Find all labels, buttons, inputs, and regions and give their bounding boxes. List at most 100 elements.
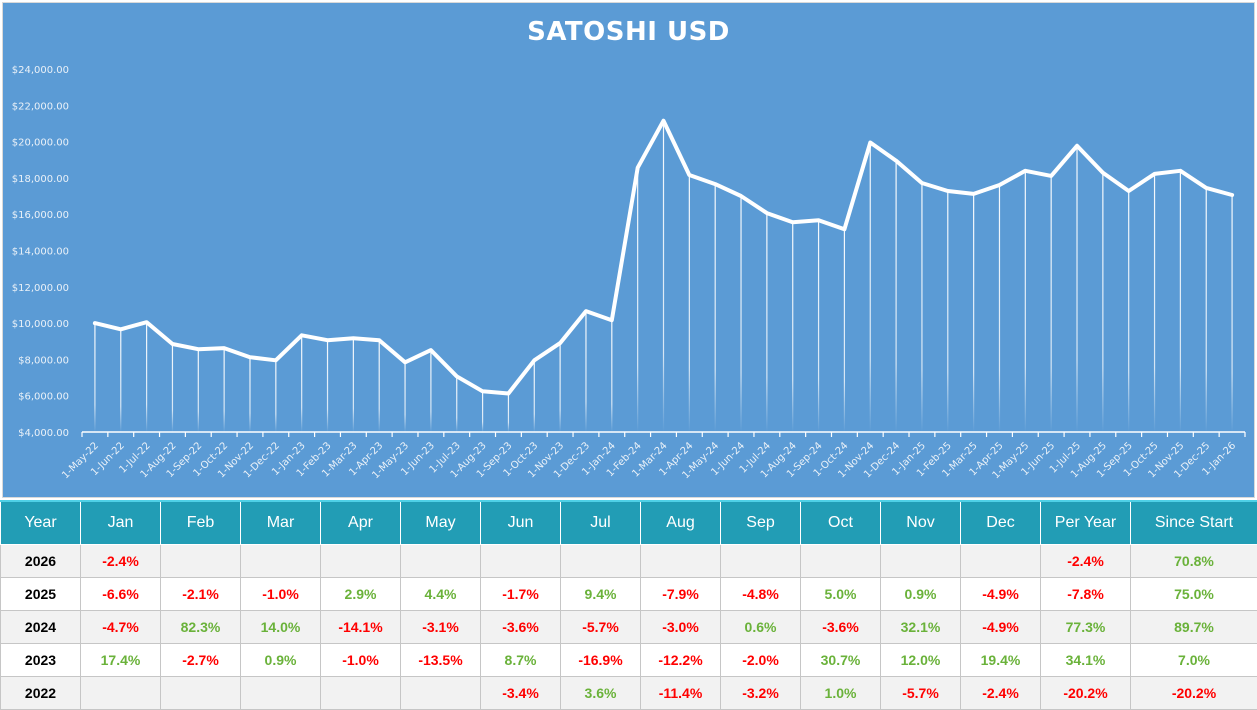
return-cell: -3.0%	[641, 611, 721, 644]
return-cell: 2.9%	[321, 578, 401, 611]
drop-line	[1051, 176, 1052, 432]
y-tick-label: $24,000.00	[12, 65, 69, 76]
drop-line	[1154, 174, 1155, 432]
column-header-aug: Aug	[641, 501, 721, 545]
return-cell: 34.1%	[1041, 644, 1131, 677]
column-header-may: May	[401, 501, 481, 545]
y-tick-label: $22,000.00	[12, 101, 69, 112]
return-cell: -5.7%	[881, 677, 961, 710]
y-tick-label: $8,000.00	[18, 355, 69, 366]
return-cell	[321, 677, 401, 710]
drop-line	[792, 222, 793, 432]
return-cell: -2.4%	[961, 677, 1041, 710]
drop-line	[301, 335, 302, 432]
return-cell: -7.9%	[641, 578, 721, 611]
drop-line	[1180, 171, 1181, 432]
y-tick-label: $16,000.00	[12, 210, 69, 221]
drop-line	[327, 340, 328, 432]
return-cell: -2.4%	[1041, 545, 1131, 578]
return-cell: -6.6%	[81, 578, 161, 611]
y-tick-label: $10,000.00	[12, 319, 69, 330]
return-cell: -20.2%	[1041, 677, 1131, 710]
year-cell: 2022	[1, 677, 81, 710]
return-cell: 0.6%	[721, 611, 801, 644]
return-cell: 70.8%	[1131, 545, 1257, 578]
return-cell	[241, 545, 321, 578]
drop-line	[560, 343, 561, 432]
return-cell: -4.9%	[961, 578, 1041, 611]
return-cell: 8.7%	[481, 644, 561, 677]
return-cell	[561, 545, 641, 578]
year-cell: 2023	[1, 644, 81, 677]
drop-line	[249, 357, 250, 432]
return-cell: 5.0%	[801, 578, 881, 611]
drop-line	[94, 323, 95, 432]
return-cell	[881, 545, 961, 578]
drop-line	[896, 161, 897, 432]
drop-line	[999, 185, 1000, 432]
return-cell: 9.4%	[561, 578, 641, 611]
drop-line	[198, 349, 199, 432]
return-cell: -1.7%	[481, 578, 561, 611]
column-header-feb: Feb	[161, 501, 241, 545]
return-cell	[721, 545, 801, 578]
year-cell: 2025	[1, 578, 81, 611]
return-cell: -2.1%	[161, 578, 241, 611]
return-cell	[961, 545, 1041, 578]
return-cell: 1.0%	[801, 677, 881, 710]
table-row: 2024-4.7%82.3%14.0%-14.1%-3.1%-3.6%-5.7%…	[1, 611, 1257, 644]
return-cell: -14.1%	[321, 611, 401, 644]
table-row: 2022-3.4%3.6%-11.4%-3.2%1.0%-5.7%-2.4%-2…	[1, 677, 1257, 710]
drop-line	[663, 121, 664, 432]
column-header-nov: Nov	[881, 501, 961, 545]
column-header-jun: Jun	[481, 501, 561, 545]
column-header-jul: Jul	[561, 501, 641, 545]
return-cell: 0.9%	[881, 578, 961, 611]
y-tick-label: $4,000.00	[18, 428, 69, 439]
drop-line	[1206, 188, 1207, 432]
drop-line	[120, 329, 121, 432]
y-tick-label: $18,000.00	[12, 174, 69, 185]
return-cell: 3.6%	[561, 677, 641, 710]
y-tick-label: $20,000.00	[12, 138, 69, 149]
x-axis: 1-May-221-Jun-221-Jul-221-Aug-221-Sep-22…	[60, 432, 1245, 481]
return-cell: 89.7%	[1131, 611, 1257, 644]
drop-line	[172, 344, 173, 432]
return-cell: -3.6%	[801, 611, 881, 644]
drop-line	[1102, 173, 1103, 432]
return-cell: 30.7%	[801, 644, 881, 677]
return-cell: -5.7%	[561, 611, 641, 644]
return-cell: -1.0%	[241, 578, 321, 611]
return-cell: -12.2%	[641, 644, 721, 677]
return-cell: 17.4%	[81, 644, 161, 677]
return-cell: 32.1%	[881, 611, 961, 644]
drop-line	[508, 394, 509, 432]
line-plot: $4,000.00$6,000.00$8,000.00$10,000.00$12…	[3, 3, 1256, 499]
drop-line	[482, 391, 483, 432]
return-cell: 19.4%	[961, 644, 1041, 677]
table-body: 2026-2.4%-2.4%70.8%2025-6.6%-2.1%-1.0%2.…	[1, 545, 1257, 710]
y-tick-label: $14,000.00	[12, 247, 69, 258]
drop-line	[740, 196, 741, 432]
return-cell: -2.4%	[81, 545, 161, 578]
drop-line	[689, 175, 690, 432]
return-cell: 77.3%	[1041, 611, 1131, 644]
column-header-apr: Apr	[321, 501, 401, 545]
drop-line	[870, 143, 871, 432]
return-cell: -20.2%	[1131, 677, 1257, 710]
column-header-oct: Oct	[801, 501, 881, 545]
return-cell	[161, 545, 241, 578]
return-cell: -3.2%	[721, 677, 801, 710]
return-cell: 4.4%	[401, 578, 481, 611]
drop-line	[456, 376, 457, 432]
return-cell: -4.7%	[81, 611, 161, 644]
y-axis: $4,000.00$6,000.00$8,000.00$10,000.00$12…	[12, 65, 69, 439]
drop-line	[818, 220, 819, 432]
return-cell: -7.8%	[1041, 578, 1131, 611]
return-cell	[801, 545, 881, 578]
return-cell	[481, 545, 561, 578]
return-cell	[241, 677, 321, 710]
return-cell: -1.0%	[321, 644, 401, 677]
